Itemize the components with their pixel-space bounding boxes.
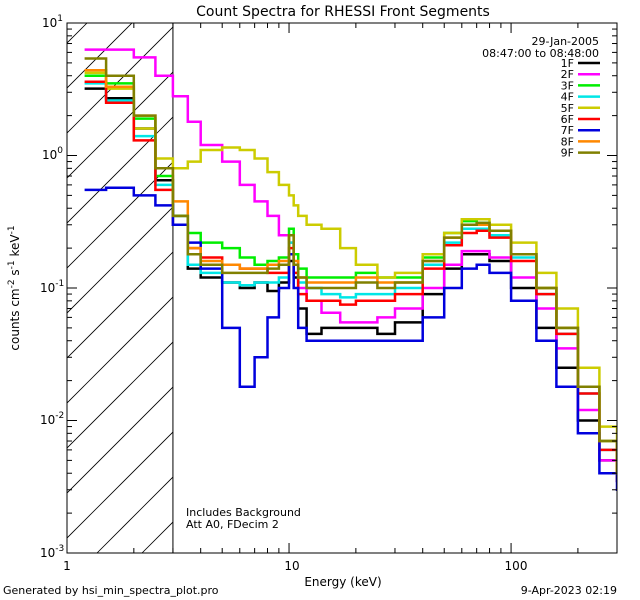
hatch-line	[67, 71, 173, 179]
y-tick-label: 100	[42, 146, 63, 162]
legend-label: 8F	[561, 135, 574, 148]
hatch-line	[67, 161, 173, 269]
legend-label: 7F	[561, 124, 574, 137]
legend-label: 2F	[561, 68, 574, 81]
series-line-1F	[84, 87, 617, 483]
x-tick-label: 1	[63, 559, 71, 573]
hatch-line	[457, 0, 640, 553]
x-tick-label: 10	[284, 559, 299, 573]
hatch-line	[67, 206, 173, 314]
y-axis-label: counts cm-2 s-1 keV-1	[7, 225, 22, 350]
x-tick-label: 100	[505, 559, 528, 573]
y-tick-label: 101	[42, 14, 63, 30]
chart-date: 29-Jan-2005	[532, 35, 600, 48]
svg-text:101: 101	[42, 14, 63, 30]
svg-text:100: 100	[42, 146, 63, 162]
series-group	[84, 48, 617, 492]
series-line-3F	[84, 74, 617, 475]
series-line-9F	[84, 57, 617, 475]
legend-label: 3F	[561, 79, 574, 92]
legend-label: 1F	[561, 57, 574, 70]
hatch-line	[67, 431, 173, 539]
series-line-7F	[84, 186, 617, 492]
y-tick-label: 10-1	[40, 279, 64, 295]
legend-label: 9F	[561, 147, 574, 160]
legend-label: 5F	[561, 102, 574, 115]
svg-text:10-1: 10-1	[40, 279, 64, 295]
y-tick-label: 10-3	[40, 544, 64, 560]
hatch-line	[67, 26, 173, 134]
chart-time-range: 08:47:00 to 08:48:00	[482, 47, 599, 60]
x-axis-label: Energy (keV)	[304, 575, 381, 589]
axis-ticks	[66, 22, 618, 554]
hatch-line	[67, 386, 173, 494]
chart-title: Count Spectra for RHESSI Front Segments	[196, 4, 490, 20]
y-tick-label: 10-2	[40, 411, 64, 427]
series-line-5F	[84, 71, 617, 475]
svg-text:counts cm-2 s-1 keV-1: counts cm-2 s-1 keV-1	[7, 225, 22, 350]
legend-label: 6F	[561, 113, 574, 126]
hatch-line	[67, 23, 133, 89]
legend-label: 4F	[561, 91, 574, 104]
series-line-2F	[84, 48, 617, 483]
footer-generated-by: Generated by hsi_min_spectra_plot.pro	[3, 584, 219, 597]
footer-timestamp: 9-Apr-2023 02:19	[520, 584, 617, 597]
svg-text:10-2: 10-2	[40, 411, 64, 427]
svg-text:10-3: 10-3	[40, 544, 64, 560]
annotation-background: Includes Background	[186, 506, 301, 519]
hatch-line	[67, 296, 173, 404]
annotation-attenuator: Att A0, FDecim 2	[186, 518, 279, 531]
hatch-line	[67, 251, 173, 359]
hatched-region	[67, 0, 640, 553]
